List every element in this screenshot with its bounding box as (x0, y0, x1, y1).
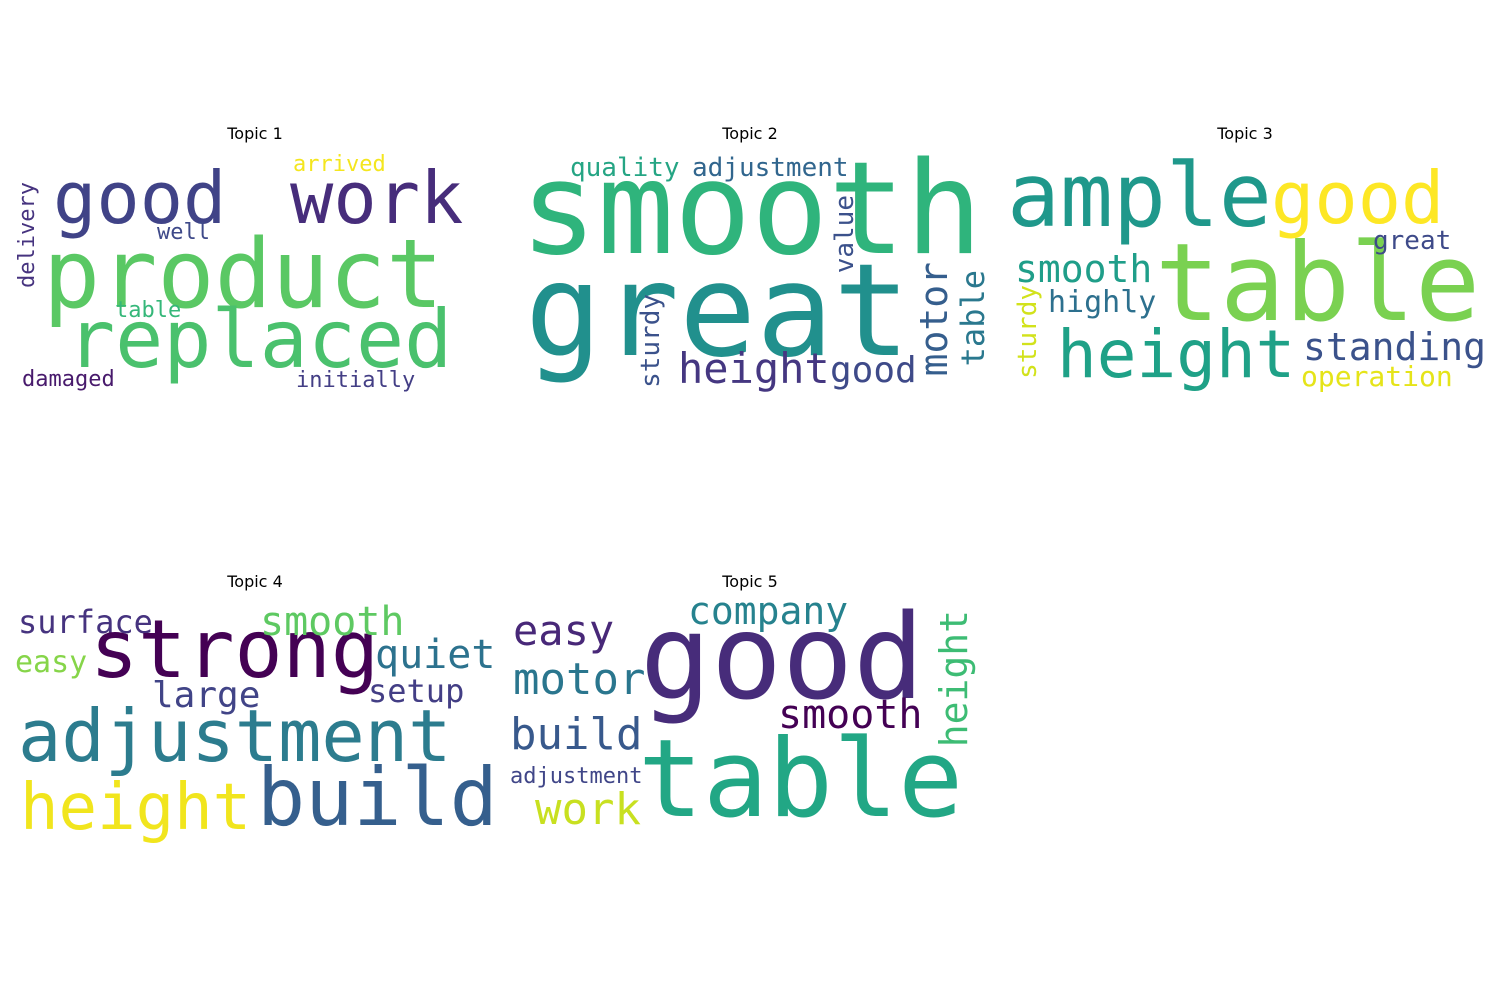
word: work (290, 156, 464, 240)
word: damaged (22, 367, 115, 392)
word: height (20, 771, 252, 845)
topic-5-panel: Topic 5 company easy good height motor s… (510, 572, 990, 842)
word: sturdy (636, 294, 666, 388)
word: arrived (293, 152, 386, 177)
topic-1-title: Topic 1 (227, 124, 283, 143)
topic-3-panel: Topic 3 ample good table great smooth hi… (1005, 124, 1487, 393)
word: ample (1007, 144, 1272, 247)
word: adjustment (692, 153, 849, 183)
word: smooth (1015, 247, 1153, 291)
word: strong (90, 603, 379, 696)
word: table (115, 298, 182, 323)
word: height (1057, 316, 1296, 393)
word: initially (296, 368, 416, 393)
topic-3-title: Topic 3 (1217, 124, 1273, 143)
topic-4-panel: Topic 4 surface strong smooth easy quiet… (15, 572, 498, 845)
word: table (1155, 221, 1481, 346)
topic-2-title: Topic 2 (722, 124, 778, 143)
word: sturdy (1013, 285, 1043, 379)
word: easy (15, 645, 88, 680)
topic-4-title: Topic 4 (227, 572, 283, 591)
word: quality (570, 153, 680, 183)
word: delivery (15, 182, 40, 288)
word: replaced (67, 293, 453, 386)
topic-1-panel: Topic 1 product replaced good work arriv… (15, 124, 495, 393)
word: setup (368, 672, 465, 710)
word: work (535, 784, 641, 835)
word: height (678, 344, 830, 393)
word: good (53, 156, 227, 240)
word: great (1373, 226, 1452, 256)
word: large (152, 675, 261, 716)
word: highly (1048, 285, 1157, 320)
word: good (640, 588, 925, 726)
word: company (688, 589, 849, 633)
word: adjustment (510, 764, 643, 789)
word: table (638, 717, 964, 842)
topic-2-panel: Topic 2 smooth great quality adjustment … (510, 124, 992, 393)
word: value (830, 195, 860, 274)
word: smooth (260, 599, 405, 645)
word: build (510, 709, 643, 760)
word: good (830, 350, 917, 391)
topic-5-title: Topic 5 (722, 572, 778, 591)
word: easy (513, 606, 615, 655)
word: motor (513, 654, 646, 705)
word: table (954, 270, 992, 367)
word: build (257, 751, 498, 844)
word: smooth (778, 692, 923, 738)
word: motor (912, 262, 956, 377)
word: smooth (520, 135, 983, 284)
word: well (157, 220, 210, 245)
word: adjustment (18, 694, 452, 778)
word: product (43, 220, 444, 330)
word: great (525, 237, 911, 386)
word: quiet (375, 632, 496, 678)
word: surface (18, 603, 153, 641)
word: good (1271, 156, 1445, 240)
word: operation (1301, 360, 1453, 393)
word: standing (1303, 325, 1487, 369)
